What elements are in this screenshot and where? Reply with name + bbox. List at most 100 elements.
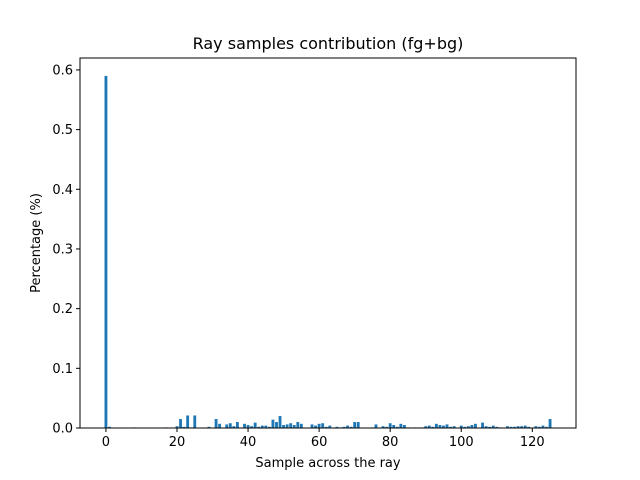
bar-82 bbox=[395, 426, 399, 428]
x-tick-label: 80 bbox=[382, 435, 399, 450]
bar-123 bbox=[541, 425, 545, 428]
bar-92 bbox=[431, 426, 435, 428]
bar-83 bbox=[399, 423, 403, 428]
bar-67 bbox=[342, 426, 346, 428]
bar-61 bbox=[321, 423, 325, 428]
bar-48 bbox=[275, 422, 278, 428]
bar-125 bbox=[548, 419, 552, 428]
y-tick-label: 0.4 bbox=[52, 183, 73, 198]
bar-118 bbox=[523, 425, 527, 428]
x-axis-ticks: 0 20 40 60 80 100 120 bbox=[102, 428, 545, 450]
bar-42 bbox=[253, 422, 257, 428]
x-tick-label: 0 bbox=[102, 435, 110, 450]
x-tick-label: 40 bbox=[240, 435, 257, 450]
bar-47 bbox=[271, 419, 275, 428]
bar-108 bbox=[488, 426, 492, 428]
bar-20 bbox=[175, 426, 179, 428]
bar-37 bbox=[235, 422, 239, 428]
bar-22 bbox=[182, 426, 186, 428]
y-tick-label: 0.3 bbox=[52, 242, 73, 257]
bar-101 bbox=[463, 426, 467, 428]
bar-63 bbox=[328, 425, 332, 428]
bar-40 bbox=[246, 425, 250, 428]
chart-title: Ray samples contribution (fg+bg) bbox=[193, 34, 464, 53]
bar-94 bbox=[438, 425, 442, 428]
bar-102 bbox=[466, 426, 470, 428]
y-axis-label: Percentage (%) bbox=[29, 193, 44, 293]
bar-69 bbox=[349, 426, 353, 428]
bar-21 bbox=[179, 419, 182, 428]
bar-35 bbox=[228, 423, 232, 428]
bar-46 bbox=[267, 426, 271, 428]
bar-114 bbox=[509, 426, 513, 428]
bar-51 bbox=[285, 424, 289, 428]
bar-119 bbox=[527, 426, 531, 428]
bar-84 bbox=[402, 425, 406, 428]
bar-49 bbox=[278, 416, 282, 428]
x-tick-label: 20 bbox=[169, 435, 186, 450]
bar-43 bbox=[257, 426, 261, 428]
x-tick-label: 60 bbox=[311, 435, 328, 450]
bar-50 bbox=[282, 425, 286, 428]
bar-44 bbox=[260, 425, 264, 428]
bar-58 bbox=[310, 424, 314, 428]
bar-68 bbox=[346, 425, 349, 428]
x-tick-label: 120 bbox=[520, 435, 545, 450]
bar-45 bbox=[264, 425, 268, 428]
bar-122 bbox=[537, 426, 541, 428]
bar-52 bbox=[289, 423, 293, 428]
bar-60 bbox=[317, 423, 321, 428]
bar-53 bbox=[292, 425, 296, 428]
bar-36 bbox=[232, 426, 236, 428]
bar-79 bbox=[385, 426, 389, 428]
y-tick-label: 0.2 bbox=[52, 302, 73, 317]
bar-39 bbox=[243, 423, 246, 428]
x-tick-label: 100 bbox=[449, 435, 474, 450]
bar-100 bbox=[459, 425, 463, 428]
bar-121 bbox=[534, 426, 538, 428]
bar-110 bbox=[495, 426, 499, 428]
bar-109 bbox=[491, 425, 495, 428]
bar-116 bbox=[516, 426, 520, 428]
bar-76 bbox=[374, 424, 378, 428]
bar-95 bbox=[442, 425, 445, 428]
bar-115 bbox=[513, 426, 516, 428]
y-tick-label: 0.1 bbox=[52, 362, 73, 377]
y-tick-label: 0.5 bbox=[52, 123, 73, 138]
bar-62 bbox=[324, 426, 328, 428]
bar-96 bbox=[445, 424, 449, 428]
y-tick-label: 0.0 bbox=[52, 422, 73, 437]
bar-34 bbox=[225, 424, 229, 428]
bars bbox=[104, 75, 552, 429]
bar-59 bbox=[314, 425, 317, 428]
y-tick-label: 0.6 bbox=[52, 63, 73, 78]
bar-71 bbox=[356, 422, 360, 428]
bar-41 bbox=[250, 426, 254, 428]
bar-80 bbox=[388, 423, 392, 428]
bar-93 bbox=[434, 423, 438, 428]
bar-103 bbox=[470, 425, 474, 428]
bar-23 bbox=[186, 415, 190, 428]
bar-54 bbox=[296, 422, 300, 428]
bar-104 bbox=[474, 423, 477, 428]
bar-98 bbox=[452, 426, 456, 428]
bar-32 bbox=[218, 423, 222, 428]
bar-25 bbox=[193, 415, 197, 428]
bar-90 bbox=[424, 426, 428, 428]
bar-55 bbox=[299, 423, 303, 428]
bar-29 bbox=[207, 426, 211, 428]
bar-113 bbox=[506, 426, 509, 428]
bar-31 bbox=[214, 419, 218, 428]
x-axis-label: Sample across the ray bbox=[255, 456, 400, 471]
bar-81 bbox=[392, 425, 396, 428]
y-axis-ticks: 0.0 0.1 0.2 0.3 0.4 0.5 0.6 bbox=[52, 63, 80, 437]
bar-107 bbox=[484, 426, 488, 428]
bar-78 bbox=[381, 426, 385, 428]
bar-1 bbox=[108, 426, 111, 428]
bar-124 bbox=[545, 426, 548, 428]
bar-117 bbox=[520, 426, 524, 428]
bar-65 bbox=[335, 426, 339, 428]
bar-91 bbox=[427, 425, 431, 428]
bar-97 bbox=[449, 426, 452, 428]
